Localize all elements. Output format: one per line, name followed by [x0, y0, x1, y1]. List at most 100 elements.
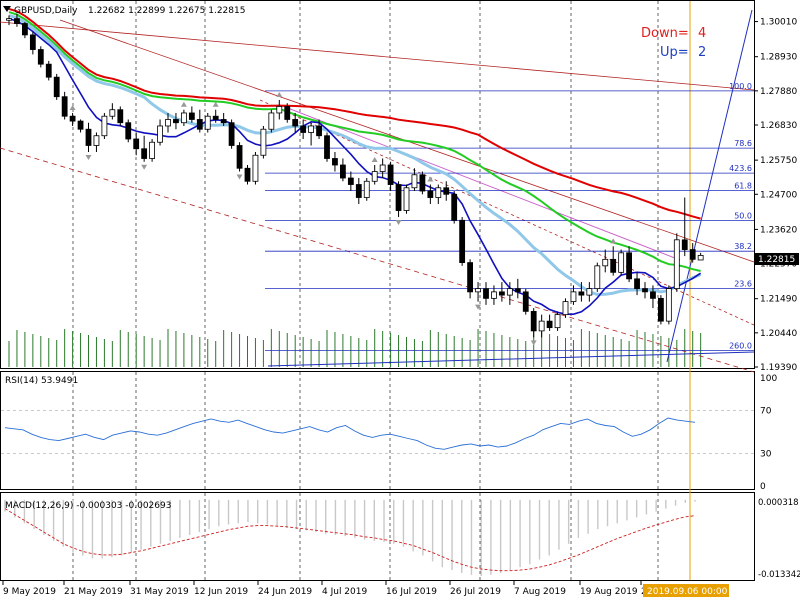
candle-body: [14, 18, 20, 24]
main-price-panel[interactable]: [0, 0, 755, 369]
candle-body: [554, 314, 561, 329]
candle-body: [506, 288, 513, 296]
candle-body: [61, 96, 68, 117]
macd-panel[interactable]: [0, 492, 755, 581]
candle-body: [451, 193, 458, 221]
price-tick-label: 1.20440: [760, 329, 797, 339]
macd-tick-label: -0.013342: [758, 570, 800, 580]
candle-body: [602, 258, 609, 267]
symbol-title: GBPUSD,Daily: [14, 6, 78, 16]
ma-light-blue: [8, 13, 702, 296]
candle-body: [491, 291, 497, 299]
candle-body: [188, 112, 195, 120]
axes: 1.30010 1.28930 1.27880 1.26830 1.25750 1.247…: [2, 18, 800, 597]
candle-body: [77, 120, 84, 130]
candle-body: [173, 119, 179, 124]
candle-body: [332, 158, 338, 166]
candle-body: [514, 288, 521, 293]
candle-body: [665, 288, 672, 322]
fib-level-label: 61.8: [734, 181, 752, 190]
candle-body: [212, 115, 219, 120]
fractal-up-marker: [276, 91, 283, 97]
candle-body: [93, 135, 100, 146]
candle-body: [395, 184, 402, 211]
candle-body: [427, 190, 434, 198]
magenta-trend-line: [279, 104, 681, 261]
time-tick-label: 16 Jul 2019: [386, 587, 437, 597]
candle-body: [586, 288, 593, 296]
macd-indicator: [4, 499, 696, 576]
candle-body: [308, 125, 315, 133]
fractal-up-marker: [212, 101, 219, 107]
candle-body: [165, 119, 171, 127]
candle-body: [562, 301, 569, 316]
rsi-indicator: [1, 410, 754, 454]
fractal-down-marker: [475, 304, 482, 310]
price-tick-label: 1.19390: [760, 363, 797, 373]
price-tick-label: 1.28930: [760, 53, 797, 63]
candle-body: [69, 115, 76, 122]
price-tick-label: 1.23620: [760, 225, 797, 235]
price-tick-label: 1.25750: [760, 156, 797, 166]
candle-body: [180, 112, 187, 124]
candle-body: [101, 115, 108, 137]
candle-body: [498, 291, 505, 296]
candle-body: [149, 141, 156, 159]
ma-slow-red: [8, 7, 701, 220]
candle-body: [260, 128, 267, 156]
up-signal-label: Up=: [660, 45, 689, 60]
candle-body: [228, 122, 235, 146]
collapse-triangle-icon[interactable]: [3, 6, 11, 12]
time-tick-label: 9 May 2019: [3, 587, 56, 597]
candle-body: [339, 164, 346, 179]
candle-body: [371, 171, 378, 182]
candle-body: [522, 291, 529, 312]
fractal-up-marker: [427, 176, 434, 182]
fractal-down-marker: [395, 220, 402, 226]
rsi-line: [4, 417, 696, 450]
candle-body: [252, 154, 259, 182]
rsi-title: RSI(14) 53.9491: [5, 376, 78, 386]
candlesticks: [6, 13, 704, 338]
candle-body: [697, 255, 704, 261]
candle-body: [673, 239, 680, 290]
price-tick-label: 1.30010: [760, 18, 797, 28]
down-signal-value: 4: [698, 26, 706, 41]
candle-body: [626, 252, 632, 280]
fractal-up-marker: [371, 157, 378, 163]
fib-level-label: 100.0: [729, 82, 752, 91]
price-tick-label: 1.24700: [760, 190, 797, 200]
steep-up-trend-line: [666, 9, 753, 363]
price-tick-label: 1.26830: [760, 121, 797, 131]
fib-level-label: 50.0: [734, 212, 752, 221]
moving-averages: [8, 7, 702, 315]
candle-body: [578, 291, 585, 296]
current-price-value: 1.22815: [758, 255, 795, 265]
rsi-tick-label: 30: [760, 450, 772, 460]
ma-fast-blue: [8, 17, 702, 315]
fib-level-label: 38.2: [734, 242, 752, 251]
price-tick-label: 1.27880: [760, 87, 797, 97]
macd-tick-label: 0.000318: [758, 498, 799, 508]
fractal-down-marker: [530, 340, 537, 346]
candle-body: [459, 219, 466, 263]
candle-body: [133, 138, 140, 150]
candle-body: [610, 258, 617, 273]
candle-body: [220, 119, 227, 124]
fib-level-label: 260.0: [729, 341, 752, 350]
macd-signal-line: [4, 508, 696, 572]
time-tick-label: 26 Jul 2019: [450, 587, 501, 597]
fib-level-label: 78.6: [734, 139, 752, 148]
candle-body: [29, 34, 36, 50]
candle-body: [387, 164, 394, 185]
candle-body: [109, 109, 116, 117]
candle-body: [125, 122, 132, 140]
candle-body: [6, 18, 12, 21]
vertical-gridlines: [72, 1, 691, 580]
rsi-panel[interactable]: [0, 371, 755, 490]
candle-body: [467, 262, 474, 293]
macd-title: MACD(12,26,9) -0.000303 -0.002693: [5, 501, 171, 511]
fractal-down-marker: [236, 174, 243, 180]
